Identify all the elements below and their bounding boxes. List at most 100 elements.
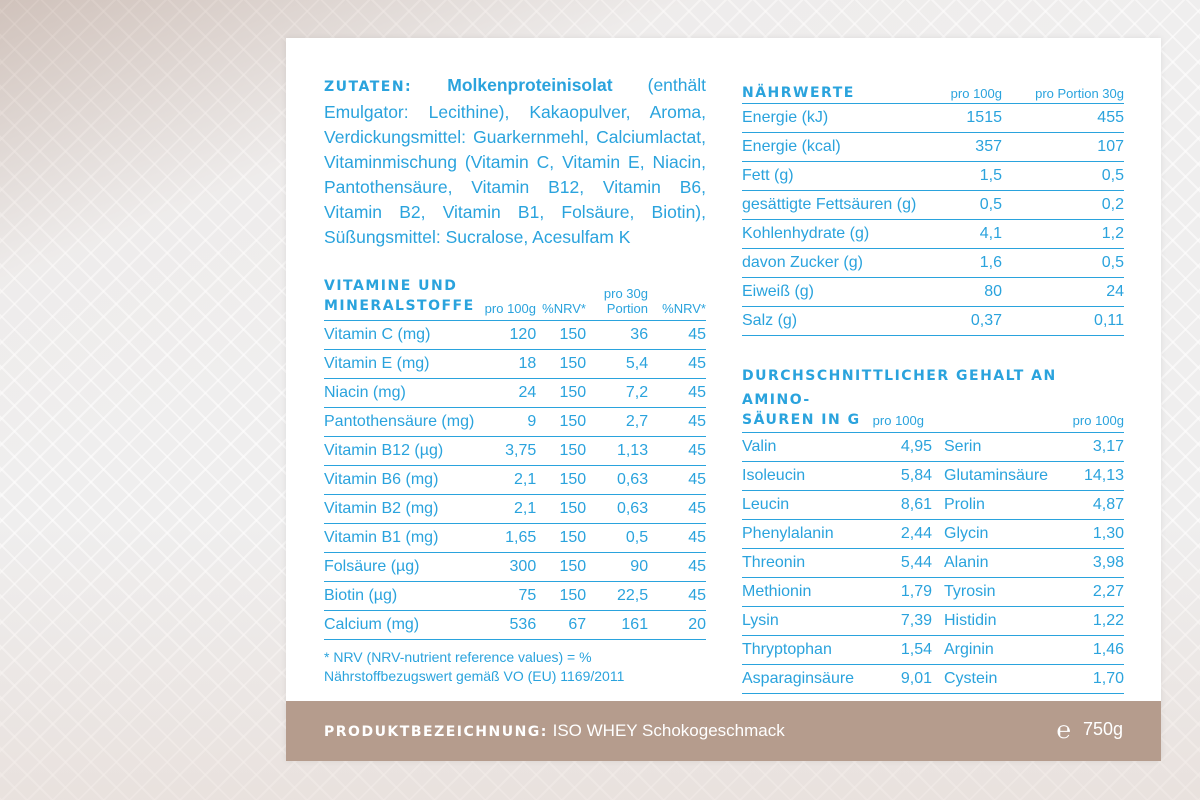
vitamin-per-portion: 5,4	[586, 349, 649, 379]
nutrient-per100: 80	[922, 277, 1002, 307]
amino-row: Thryptophan 1,54 Arginin 1,46	[742, 635, 1124, 665]
vitamin-per-portion: 2,7	[586, 407, 649, 437]
nutrition-row: Energie (kJ) 1515 455	[742, 104, 1124, 133]
vitamin-per100: 120	[474, 321, 537, 350]
ingredients-main: Molkenproteinisolat	[447, 75, 613, 95]
nutrient-name: Salz (g)	[742, 306, 922, 336]
vitamin-nrv-portion: 45	[648, 465, 706, 495]
vitamin-nrv-portion: 45	[648, 523, 706, 553]
nutrition-label-panel: ZUTATEN: Molkenproteinisolat (enthält Em…	[286, 38, 1161, 761]
vitamins-table-header: VITAMINE UND MINERALSTOFFE pro 100g %NRV…	[324, 268, 706, 321]
vitamin-per100: 1,65	[474, 523, 537, 553]
vitamin-per-portion: 36	[586, 321, 649, 350]
nutrition-table-header: NÄHRWERTE pro 100g pro Portion 30g	[742, 73, 1124, 104]
amino-title-line2: SÄUREN IN G	[742, 412, 861, 428]
vitamin-name: Calcium (mg)	[324, 610, 475, 640]
nutrition-row: gesättigte Fettsäuren (g) 0,5 0,2	[742, 190, 1124, 220]
vitamin-nrv-portion: 45	[648, 581, 706, 611]
vitamin-per-portion: 0,5	[586, 523, 649, 553]
vitamin-nrv-portion: 45	[648, 407, 706, 437]
vitamin-per-portion: 0,63	[586, 465, 649, 495]
nutrient-per100: 0,5	[922, 190, 1002, 220]
vitamins-title: VITAMINE UND MINERALSTOFFE	[324, 278, 475, 314]
vitamin-nrv-per100: 150	[536, 321, 587, 350]
amino-value: 1,30	[1049, 519, 1124, 549]
vitamin-per100: 536	[474, 610, 537, 640]
vitamin-nrv-portion: 45	[648, 552, 706, 582]
vitamin-nrv-per100: 67	[536, 610, 587, 640]
amino-col-per100-b: pro 100g	[1072, 413, 1124, 428]
amino-value: 1,70	[1049, 664, 1124, 694]
nutrient-per-portion: 107	[1002, 132, 1124, 162]
amino-name: Prolin	[932, 490, 1049, 520]
nutrition-row: Salz (g) 0,37 0,11	[742, 306, 1124, 336]
nutrient-name: davon Zucker (g)	[742, 248, 922, 278]
vitamin-row: Vitamin B12 (µg) 3,75 150 1,13 45	[324, 436, 706, 466]
ingredients-paragraph: ZUTATEN: Molkenproteinisolat (enthält Em…	[324, 73, 706, 250]
amino-table: Valin 4,95 Serin 3,17 Isoleucin 5,84 Glutamins…	[742, 433, 1124, 694]
nutrient-name: Eiweiß (g)	[742, 277, 922, 307]
amino-row: Isoleucin 5,84 Glutaminsäure 14,13	[742, 461, 1124, 491]
vitamin-name: Vitamin E (mg)	[324, 349, 475, 379]
amino-value: 3,17	[1049, 433, 1124, 462]
amino-name: Thryptophan	[742, 635, 887, 665]
amino-name: Glutaminsäure	[932, 461, 1049, 491]
nutrient-per-portion: 0,5	[1002, 248, 1124, 278]
amino-row: Asparaginsäure 9,01 Cystein 1,70	[742, 664, 1124, 694]
amino-value: 4,95	[887, 433, 932, 462]
vitamin-per100: 300	[474, 552, 537, 582]
amino-value: 9,01	[887, 664, 932, 694]
amino-value: 5,44	[887, 548, 932, 578]
vitamin-per-portion: 1,13	[586, 436, 649, 466]
net-weight: ℮ 750g	[1057, 718, 1123, 742]
amino-name: Alanin	[932, 548, 1049, 578]
vitamin-row: Vitamin B1 (mg) 1,65 150 0,5 45	[324, 523, 706, 553]
amino-value: 2,44	[887, 519, 932, 549]
left-column: ZUTATEN: Molkenproteinisolat (enthält Em…	[324, 73, 706, 686]
nutrition-row: Kohlenhydrate (g) 4,1 1,2	[742, 219, 1124, 249]
amino-name: Valin	[742, 433, 887, 462]
vitamin-nrv-portion: 45	[648, 378, 706, 408]
vitamin-per100: 9	[474, 407, 537, 437]
nutrient-per-portion: 24	[1002, 277, 1124, 307]
nutrient-name: Energie (kcal)	[742, 132, 922, 162]
amino-value: 7,39	[887, 606, 932, 636]
vitamin-nrv-per100: 150	[536, 407, 587, 437]
amino-value: 1,22	[1049, 606, 1124, 636]
amino-col-per100-a: pro 100g	[872, 413, 924, 428]
product-designation-label: PRODUKTBEZEICHNUNG:	[324, 724, 548, 740]
vitamin-name: Niacin (mg)	[324, 378, 475, 408]
vitamin-per-portion: 22,5	[586, 581, 649, 611]
amino-name: Methionin	[742, 577, 887, 607]
amino-row: Phenylalanin 2,44 Glycin 1,30	[742, 519, 1124, 549]
vitamin-row: Folsäure (µg) 300 150 90 45	[324, 552, 706, 582]
nutrition-row: davon Zucker (g) 1,6 0,5	[742, 248, 1124, 278]
nutrient-per-portion: 1,2	[1002, 219, 1124, 249]
amino-table-header: DURCHSCHNITTLICHER GEHALT AN AMINO- SÄUR…	[742, 364, 1124, 433]
right-column: NÄHRWERTE pro 100g pro Portion 30g Energ…	[742, 73, 1124, 694]
vitamin-nrv-portion: 45	[648, 321, 706, 350]
nutrient-per100: 0,37	[922, 306, 1002, 336]
nutrient-per100: 1,5	[922, 161, 1002, 191]
vitamin-name: Vitamin B2 (mg)	[324, 494, 475, 524]
amino-row: Threonin 5,44 Alanin 3,98	[742, 548, 1124, 578]
nutrient-per100: 1,6	[922, 248, 1002, 278]
ingredients-label: ZUTATEN:	[324, 79, 413, 95]
vitamin-nrv-per100: 150	[536, 523, 587, 553]
amino-row: Methionin 1,79 Tyrosin 2,27	[742, 577, 1124, 607]
amino-name: Threonin	[742, 548, 887, 578]
vitamin-nrv-portion: 45	[648, 349, 706, 379]
amino-name: Histidin	[932, 606, 1049, 636]
ingredients-text: (enthält Emulgator: Lecithine), Kakaopul…	[324, 75, 706, 247]
vitamin-name: Vitamin B1 (mg)	[324, 523, 475, 553]
vitamin-row: Vitamin B6 (mg) 2,1 150 0,63 45	[324, 465, 706, 495]
nutrient-per100: 1515	[922, 104, 1002, 133]
vitamin-nrv-portion: 45	[648, 436, 706, 466]
vitamin-per100: 2,1	[474, 465, 537, 495]
vitamin-row: Vitamin C (mg) 120 150 36 45	[324, 321, 706, 350]
vitamin-name: Vitamin B6 (mg)	[324, 465, 475, 495]
nutrient-per-portion: 0,2	[1002, 190, 1124, 220]
amino-value: 1,46	[1049, 635, 1124, 665]
nutrition-row: Eiweiß (g) 80 24	[742, 277, 1124, 307]
vitamins-table: Vitamin C (mg) 120 150 36 45 Vitamin E (mg) 18…	[324, 321, 706, 640]
